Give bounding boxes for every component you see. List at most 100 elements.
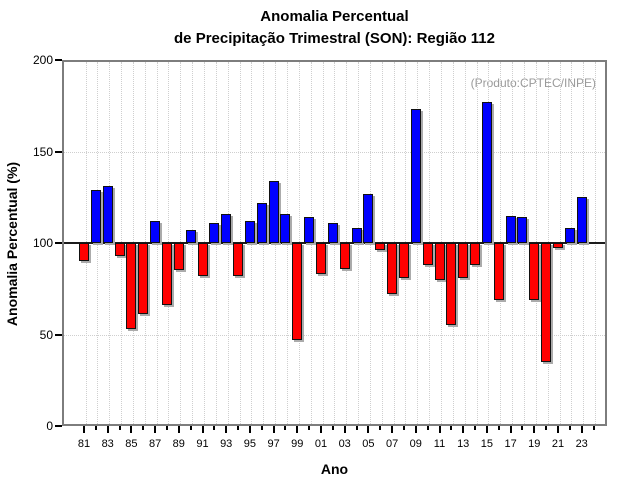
- bar-year-1991: [197, 243, 208, 276]
- bar-year-2011: [434, 243, 445, 280]
- y-axis-tick: [55, 59, 62, 61]
- x-axis-tick: [154, 426, 157, 433]
- bar-year-1996: [256, 202, 267, 243]
- x-axis-tick: [355, 426, 358, 430]
- y-tick-label: 100: [32, 236, 53, 250]
- x-tick-label: 01: [314, 438, 328, 450]
- bar-year-2016: [493, 243, 504, 300]
- x-axis-tick: [213, 426, 216, 430]
- bar-year-2000: [304, 217, 315, 243]
- bar-year-2013: [458, 243, 469, 278]
- x-axis-tick: [130, 426, 133, 433]
- x-axis-tick: [533, 426, 536, 433]
- bar-year-2017: [505, 215, 516, 243]
- bar-year-1987: [150, 221, 161, 243]
- bar-year-1993: [221, 213, 232, 243]
- x-tick-label: 85: [125, 438, 138, 450]
- x-axis-tick: [379, 426, 382, 430]
- x-axis-tick: [284, 426, 287, 430]
- x-axis-tick: [83, 426, 85, 433]
- chart-title-line1: Anomalia Percentual: [260, 8, 409, 25]
- x-axis-tick: [343, 426, 346, 433]
- bar-year-2021: [553, 243, 563, 249]
- x-tick-label: 19: [528, 438, 541, 450]
- x-axis-tick: [106, 426, 109, 433]
- bar-year-2018: [517, 217, 528, 243]
- bar-year-2009: [410, 109, 421, 243]
- bar-year-1990: [185, 230, 196, 243]
- y-axis-tick: [55, 425, 62, 427]
- bar-year-1994: [233, 243, 244, 276]
- x-axis-tick: [557, 426, 559, 433]
- bar-year-1992: [209, 222, 220, 243]
- x-tick-label: 93: [220, 438, 233, 450]
- plot-area: [62, 60, 607, 426]
- x-axis-tick: [260, 426, 263, 430]
- bar-year-1989: [173, 243, 184, 271]
- bar-year-2023: [576, 197, 587, 243]
- bar-year-1999: [292, 243, 303, 340]
- y-tick-label: 50: [39, 327, 53, 342]
- baseline-100pct: [64, 242, 605, 244]
- bar-year-2006: [375, 243, 386, 251]
- bar-year-2007: [387, 243, 398, 295]
- x-axis-tick: [272, 426, 275, 433]
- bar-year-1984: [114, 243, 125, 256]
- x-axis-tick: [201, 426, 204, 433]
- x-axis-tick: [225, 426, 228, 433]
- x-axis-tick: [142, 426, 145, 430]
- x-axis-tick: [402, 426, 405, 430]
- x-axis-tick: [320, 426, 322, 433]
- x-axis-tick: [189, 426, 192, 430]
- source-annotation: (Produto:CPTEC/INPE): [470, 76, 596, 90]
- horizontal-gridline: [64, 151, 605, 153]
- bar-year-2019: [529, 243, 540, 300]
- bar-year-2002: [327, 222, 338, 243]
- x-tick-label: 97: [267, 438, 280, 450]
- bar-year-1988: [161, 243, 172, 306]
- bar-year-1985: [126, 243, 137, 329]
- x-tick-label: 91: [196, 438, 209, 450]
- chart-title-line2: de Precipitação Trimestral (SON): Região…: [174, 30, 495, 47]
- y-tick-label: 0: [46, 419, 53, 433]
- horizontal-gridline: [64, 334, 605, 336]
- x-tick-label: 13: [457, 438, 470, 450]
- x-axis-tick: [391, 426, 394, 433]
- bar-year-1982: [90, 189, 101, 243]
- bar-year-1983: [102, 186, 113, 243]
- x-tick-label: 11: [433, 438, 446, 450]
- y-axis-tick: [55, 150, 62, 153]
- x-axis-tick: [580, 426, 583, 433]
- x-axis-tick: [474, 426, 477, 430]
- bar-year-2004: [351, 228, 362, 243]
- x-tick-label: 23: [575, 438, 588, 450]
- x-axis-tick: [237, 426, 240, 430]
- y-axis-tick: [55, 242, 62, 244]
- bar-year-2005: [363, 193, 374, 243]
- x-axis-tick: [118, 426, 121, 430]
- x-axis-tick: [521, 426, 524, 430]
- x-axis-tick: [545, 426, 548, 430]
- bar-year-2008: [398, 243, 409, 278]
- bar-year-2022: [564, 228, 575, 243]
- bar-year-1995: [244, 221, 255, 243]
- x-tick-label: 99: [291, 438, 304, 450]
- x-axis-tick: [568, 426, 571, 430]
- bar-year-2003: [339, 243, 350, 269]
- bar-year-2014: [470, 243, 481, 265]
- x-tick-label: 15: [480, 438, 494, 450]
- x-axis-tick: [331, 426, 334, 430]
- x-axis-tick: [592, 426, 595, 430]
- y-tick-label: 150: [32, 144, 53, 159]
- x-axis-tick: [509, 426, 512, 433]
- x-axis-tick: [177, 426, 180, 433]
- x-axis-tick: [438, 426, 441, 433]
- x-tick-label: 07: [385, 438, 399, 450]
- bar-year-2001: [316, 243, 326, 275]
- x-axis-tick: [450, 426, 453, 430]
- bar-year-1997: [268, 180, 279, 243]
- y-axis-tick: [55, 333, 62, 336]
- x-tick-label: 87: [148, 438, 162, 450]
- x-tick-label: 83: [101, 438, 114, 450]
